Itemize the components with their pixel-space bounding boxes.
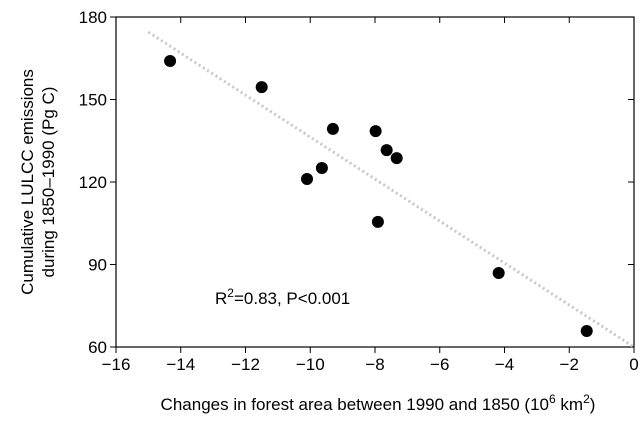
point [164, 55, 177, 67]
point [580, 325, 593, 338]
y-axis-label: during 1850–1990 (Pg C) [39, 87, 58, 278]
trendline [147, 30, 635, 349]
point [390, 152, 403, 165]
y-tick-label: 60 [88, 338, 107, 357]
point [380, 144, 393, 157]
x-axis-label: Changes in forest area between 1990 and … [161, 392, 596, 414]
x-tick-label: 0 [629, 355, 638, 374]
point [255, 81, 268, 94]
x-tick-label: −8 [365, 355, 384, 374]
x-tick-label: −4 [495, 355, 514, 374]
x-tick-label: −14 [166, 355, 195, 374]
x-tick-label: −12 [231, 355, 260, 374]
y-tick-label: 150 [79, 91, 107, 110]
point [315, 161, 328, 174]
point [326, 122, 339, 135]
y-tick-label: 90 [88, 256, 107, 275]
point [492, 267, 505, 280]
annotation: R2=0.83, P<0.001 [215, 286, 350, 308]
y-tick-label: 120 [79, 173, 107, 192]
point [301, 172, 314, 185]
x-tick-label: −10 [296, 355, 325, 374]
x-tick-label: −16 [102, 355, 131, 374]
point [371, 215, 384, 228]
y-axis-label: Cumulative LULCC emissions [18, 69, 37, 295]
x-tick-label: −6 [430, 355, 449, 374]
x-tick-label: −2 [560, 355, 579, 374]
point [369, 125, 382, 138]
y-tick-label: 180 [79, 8, 107, 27]
